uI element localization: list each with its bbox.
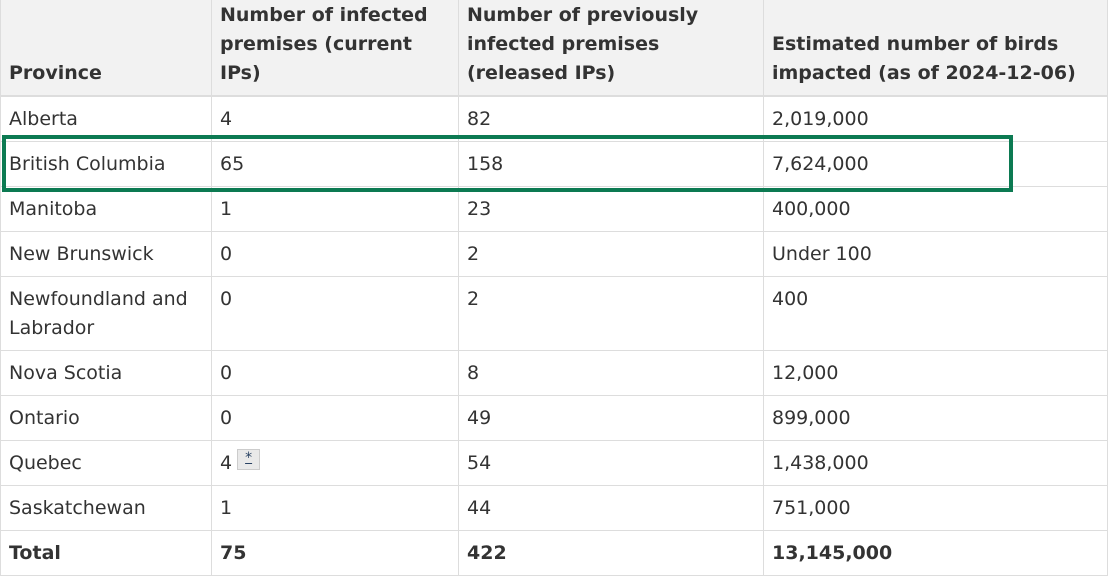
released-ips-cell: 82 bbox=[458, 95, 764, 142]
header-province: Province bbox=[0, 0, 212, 97]
current-ips-cell: 0 bbox=[211, 395, 459, 441]
province-cell: Nova Scotia bbox=[0, 350, 212, 396]
table-row: British Columbia 65 158 7,624,000 bbox=[0, 141, 1108, 187]
province-cell: Ontario bbox=[0, 395, 212, 441]
table-row: Saskatchewan 1 44 751,000 bbox=[0, 485, 1108, 531]
birds-impacted-cell: 400 bbox=[763, 276, 1108, 351]
header-released-ips: Number of previously infected premises (… bbox=[458, 0, 764, 97]
header-birds-impacted: Estimated number of birds impacted (as o… bbox=[763, 0, 1108, 97]
current-ips-value: 4 bbox=[220, 452, 233, 474]
released-ips-cell: 8 bbox=[458, 350, 764, 396]
province-cell: Newfoundland and Labrador bbox=[0, 276, 212, 351]
province-cell: New Brunswick bbox=[0, 231, 212, 277]
total-released-ips: 422 bbox=[458, 530, 764, 576]
current-ips-cell: 0 bbox=[211, 276, 459, 351]
current-ips-cell: 65 bbox=[211, 141, 459, 187]
birds-impacted-cell: 899,000 bbox=[763, 395, 1108, 441]
total-current-ips: 75 bbox=[211, 530, 459, 576]
avian-influenza-table: Province Number of infected premises (cu… bbox=[0, 0, 1108, 576]
current-ips-cell: 4 * bbox=[211, 440, 459, 486]
table-row: Newfoundland and Labrador 0 2 400 bbox=[0, 276, 1108, 351]
table-row: Manitoba 1 23 400,000 bbox=[0, 186, 1108, 232]
province-cell: Quebec bbox=[0, 440, 212, 486]
current-ips-cell: 1 bbox=[211, 186, 459, 232]
header-current-ips: Number of infected premises (current IPs… bbox=[211, 0, 459, 97]
birds-impacted-cell: 7,624,000 bbox=[763, 141, 1108, 187]
total-label: Total bbox=[0, 530, 212, 576]
table-row: Ontario 0 49 899,000 bbox=[0, 395, 1108, 441]
current-ips-cell: 1 bbox=[211, 485, 459, 531]
released-ips-cell: 49 bbox=[458, 395, 764, 441]
birds-impacted-cell: 2,019,000 bbox=[763, 95, 1108, 142]
released-ips-cell: 54 bbox=[458, 440, 764, 486]
table-row: Alberta 4 82 2,019,000 bbox=[0, 95, 1108, 142]
province-cell: Manitoba bbox=[0, 186, 212, 232]
birds-impacted-cell: Under 100 bbox=[763, 231, 1108, 277]
released-ips-cell: 23 bbox=[458, 186, 764, 232]
table-row: New Brunswick 0 2 Under 100 bbox=[0, 231, 1108, 277]
current-ips-cell: 4 bbox=[211, 95, 459, 142]
province-cell: Alberta bbox=[0, 95, 212, 142]
current-ips-cell: 0 bbox=[211, 350, 459, 396]
released-ips-cell: 44 bbox=[458, 485, 764, 531]
birds-impacted-cell: 12,000 bbox=[763, 350, 1108, 396]
birds-impacted-cell: 400,000 bbox=[763, 186, 1108, 232]
current-ips-cell: 0 bbox=[211, 231, 459, 277]
birds-impacted-cell: 751,000 bbox=[763, 485, 1108, 531]
province-cell: British Columbia bbox=[0, 141, 212, 187]
footnote-link[interactable]: * bbox=[237, 449, 261, 470]
released-ips-cell: 2 bbox=[458, 231, 764, 277]
released-ips-cell: 2 bbox=[458, 276, 764, 351]
header-row: Province Number of infected premises (cu… bbox=[0, 0, 1108, 97]
table-row: Nova Scotia 0 8 12,000 bbox=[0, 350, 1108, 396]
birds-impacted-cell: 1,438,000 bbox=[763, 440, 1108, 486]
total-birds-impacted: 13,145,000 bbox=[763, 530, 1108, 576]
released-ips-cell: 158 bbox=[458, 141, 764, 187]
table-row: Quebec 4 * 54 1,438,000 bbox=[0, 440, 1108, 486]
province-cell: Saskatchewan bbox=[0, 485, 212, 531]
total-row: Total 75 422 13,145,000 bbox=[0, 530, 1108, 576]
